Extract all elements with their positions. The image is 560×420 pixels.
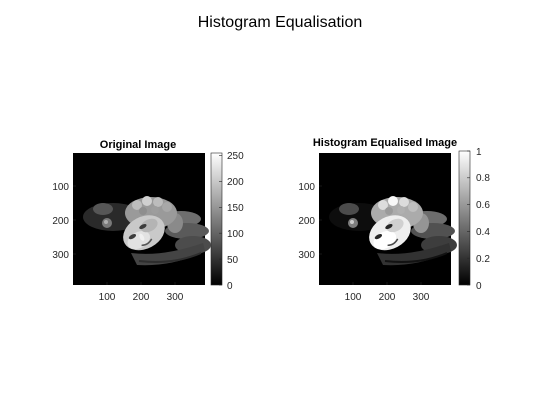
panel-original: Original Image 100 200 300 100 200 300 bbox=[52, 139, 244, 303]
colorbar-gradient bbox=[458, 150, 471, 286]
x-tick-label: 100 bbox=[99, 292, 116, 303]
y-tick-label: 200 bbox=[298, 216, 315, 227]
y-ticks-equalised: 100 200 300 bbox=[298, 182, 322, 261]
x-tick-label: 300 bbox=[413, 292, 430, 303]
colorbar-tick-label: 0.2 bbox=[476, 254, 490, 265]
y-tick-label: 300 bbox=[52, 250, 69, 261]
colorbar-gradient bbox=[210, 152, 223, 286]
colorbar-tick-label: 1 bbox=[476, 147, 482, 158]
y-tick-label: 300 bbox=[298, 250, 315, 261]
colorbar-tick-label: 150 bbox=[227, 203, 244, 214]
colorbar-tick-label: 100 bbox=[227, 229, 244, 240]
y-tick-label: 100 bbox=[298, 182, 315, 193]
image-equalised bbox=[319, 153, 458, 285]
panel-title-original: Original Image bbox=[100, 139, 176, 151]
y-ticks-original: 100 200 300 bbox=[52, 182, 76, 261]
y-tick-label: 100 bbox=[52, 182, 69, 193]
colorbar-tick-label: 50 bbox=[227, 255, 239, 266]
colorbar-tick-label: 250 bbox=[227, 151, 244, 162]
colorbar-tick-label: 0.6 bbox=[476, 200, 490, 211]
x-ticks-equalised: 100 200 300 bbox=[345, 282, 430, 303]
figure-suptitle: Histogram Equalisation bbox=[198, 14, 363, 31]
x-ticks-original: 100 200 300 bbox=[99, 282, 184, 303]
colorbar-original: 0 50 100 150 200 250 bbox=[210, 151, 244, 292]
x-tick-label: 200 bbox=[133, 292, 150, 303]
colorbar-tick-label: 0.8 bbox=[476, 173, 490, 184]
image-original bbox=[73, 153, 212, 285]
y-tick-label: 200 bbox=[52, 216, 69, 227]
x-tick-label: 200 bbox=[379, 292, 396, 303]
panel-title-equalised: Histogram Equalised Image bbox=[313, 137, 457, 149]
colorbar-tick-label: 0 bbox=[476, 281, 482, 292]
colorbar-tick-label: 200 bbox=[227, 177, 244, 188]
colorbar-tick-label: 0 bbox=[227, 281, 233, 292]
x-tick-label: 300 bbox=[167, 292, 184, 303]
colorbar-tick-label: 0.4 bbox=[476, 227, 490, 238]
x-tick-label: 100 bbox=[345, 292, 362, 303]
colorbar-equalised: 0 0.2 0.4 0.6 0.8 1 bbox=[458, 147, 490, 292]
panel-equalised: Histogram Equalised Image 100 200 300 10… bbox=[298, 137, 490, 303]
